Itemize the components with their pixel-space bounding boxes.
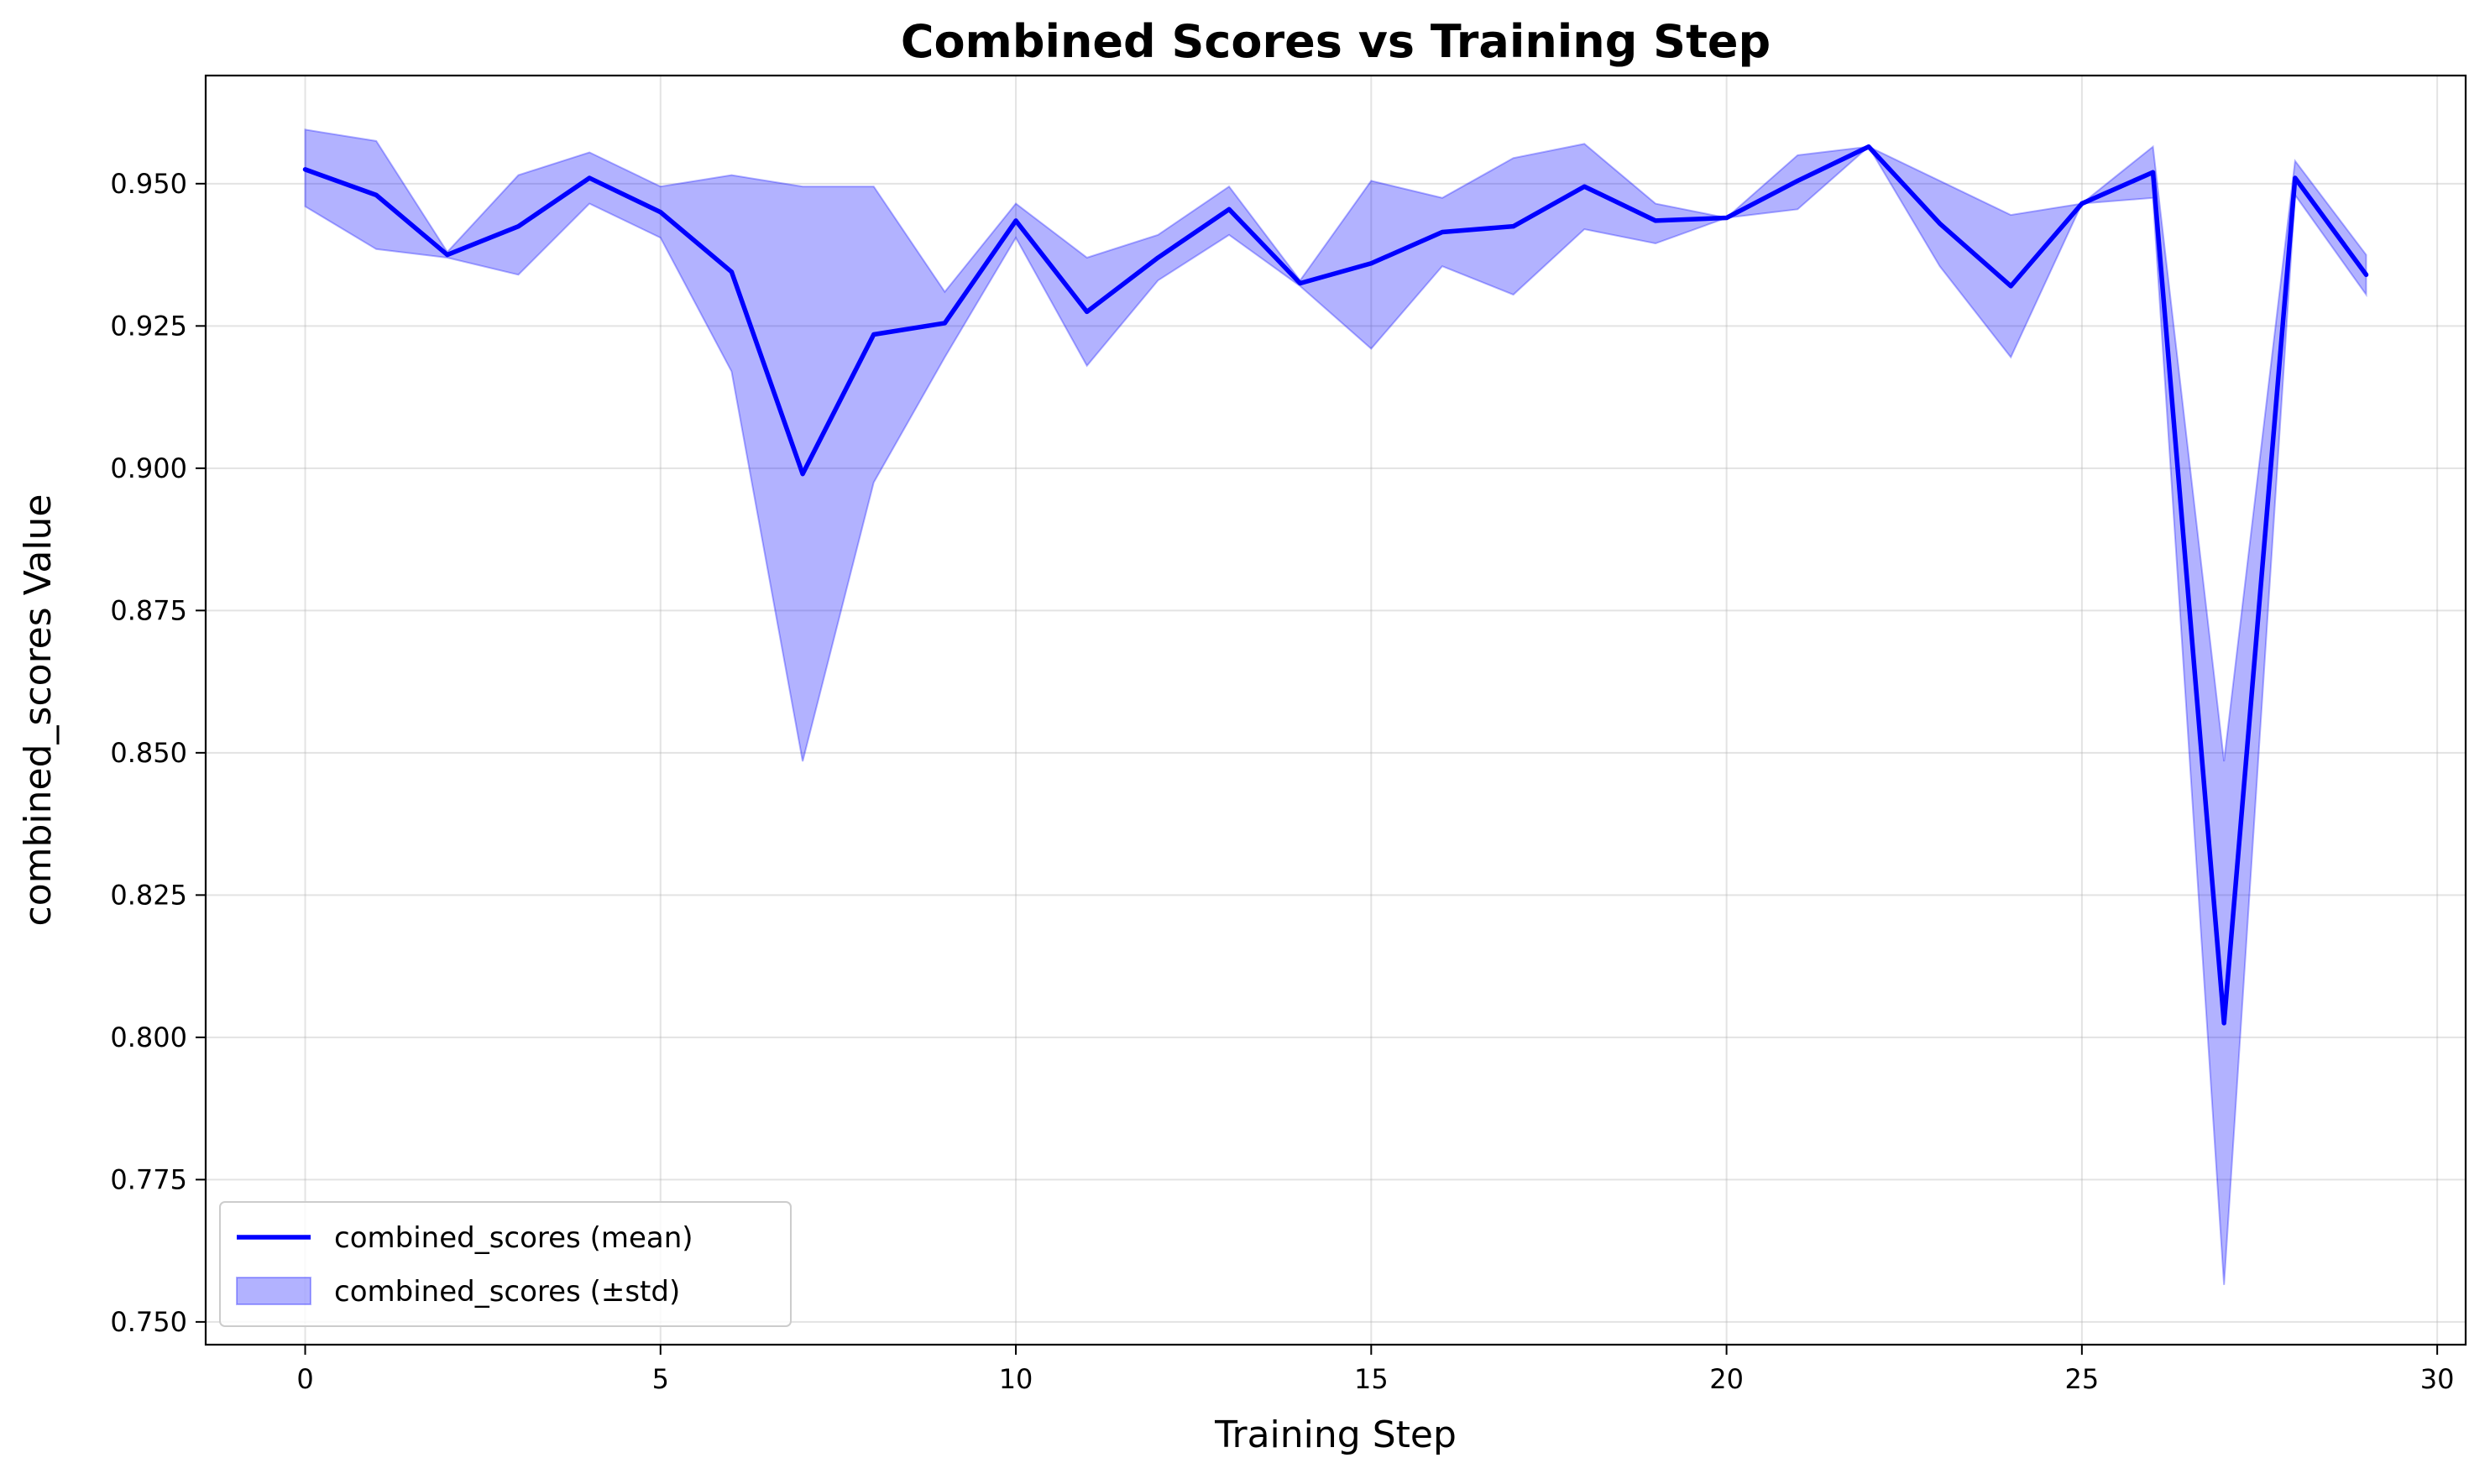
mean-point: [1866, 144, 1871, 149]
mean-point: [871, 332, 876, 337]
chart-title: Combined Scores vs Training Step: [901, 15, 1771, 68]
mean-point: [1085, 309, 1090, 314]
mean-point: [2079, 201, 2085, 206]
mean-point: [1795, 178, 1800, 183]
x-tick-label: 10: [999, 1363, 1033, 1395]
x-tick-label: 20: [1709, 1363, 1744, 1395]
mean-point: [1724, 216, 1729, 221]
legend: combined_scores (mean) combined_scores (…: [219, 1201, 792, 1327]
mean-point: [1298, 280, 1303, 285]
y-tick-label: 0.800: [110, 1022, 187, 1053]
mean-point: [2221, 1021, 2226, 1026]
mean-point: [729, 269, 734, 274]
x-tick-label: 25: [2065, 1363, 2100, 1395]
y-tick-label: 0.900: [110, 452, 187, 484]
x-axis-label: Training Step: [1214, 1413, 1457, 1456]
x-tick-label: 30: [2420, 1363, 2455, 1395]
mean-point: [1440, 229, 1445, 234]
y-tick-label: 0.925: [110, 310, 187, 342]
y-axis-label: combined_scores Value: [17, 494, 60, 927]
mean-point: [1013, 218, 1018, 223]
mean-line-layer: [302, 144, 2369, 1026]
mean-point: [2151, 170, 2156, 175]
mean-point: [374, 192, 379, 197]
mean-point: [1938, 221, 1943, 226]
mean-point: [1155, 255, 1160, 260]
mean-point: [303, 167, 308, 172]
mean-point: [1653, 218, 1658, 223]
y-tick-label: 0.750: [110, 1306, 187, 1338]
mean-point: [1227, 206, 1232, 212]
std-band: [304, 128, 2367, 1285]
mean-point: [658, 210, 663, 215]
plot-frame: [204, 74, 2467, 1346]
mean-point: [515, 224, 520, 229]
y-axis-ticks: 0.750 0.775 0.800 0.825 0.850 0.875 0.900 0.925…: [110, 168, 206, 1338]
std-band-layer: [304, 128, 2367, 1285]
mean-point: [445, 253, 450, 258]
legend-std-swatch: [236, 1277, 311, 1305]
legend-box: [219, 1201, 792, 1327]
mean-point: [1368, 261, 1373, 266]
y-tick-label: 0.825: [110, 879, 187, 911]
mean-point: [1511, 224, 1516, 229]
y-tick-label: 0.875: [110, 594, 187, 626]
y-tick-label: 0.775: [110, 1163, 187, 1195]
x-axis-ticks: 0 5 10 15 20 25 30: [296, 1345, 2454, 1395]
y-tick-label: 0.950: [110, 168, 187, 200]
mean-point: [800, 472, 805, 477]
mean-point: [1582, 184, 1587, 189]
mean-point: [2293, 175, 2298, 180]
mean-point: [942, 321, 947, 326]
y-tick-label: 0.850: [110, 737, 187, 769]
mean-point: [587, 175, 592, 180]
mean-point: [2008, 284, 2013, 289]
mean-line: [302, 144, 2369, 1026]
legend-mean-label: combined_scores (mean): [334, 1221, 693, 1255]
x-tick-label: 15: [1354, 1363, 1389, 1395]
mean-point: [2363, 272, 2368, 277]
x-tick-label: 0: [296, 1363, 313, 1395]
x-tick-label: 5: [652, 1363, 669, 1395]
legend-std-label: combined_scores (±std): [334, 1275, 680, 1309]
